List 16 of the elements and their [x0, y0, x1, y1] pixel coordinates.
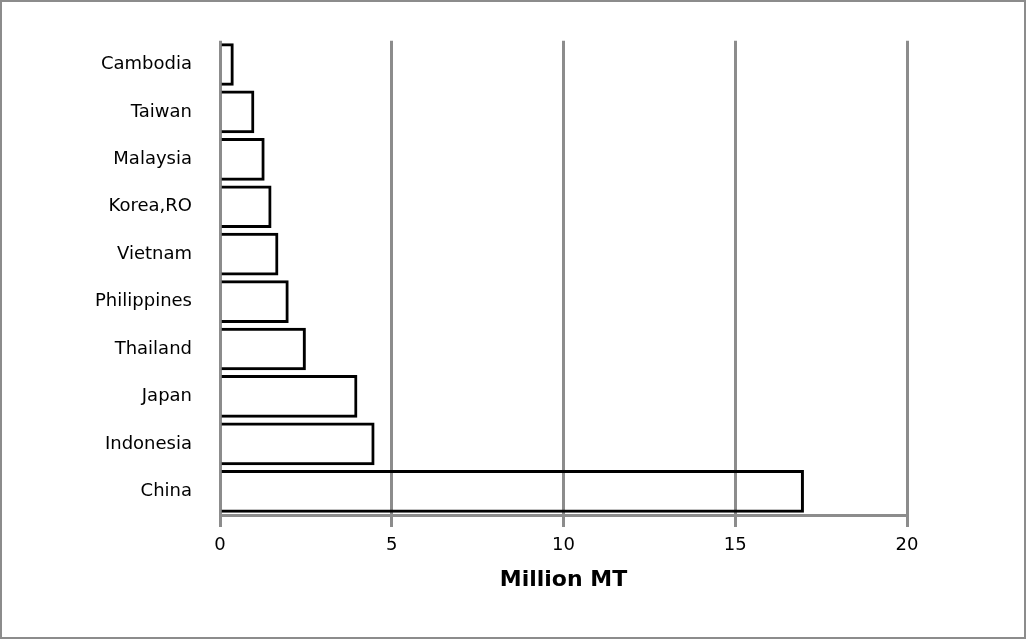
y-tick-label: Malaysia [113, 147, 192, 169]
x-tick-label: 10 [552, 533, 575, 555]
x-tick-label: 0 [214, 533, 226, 555]
y-tick-label: Korea,RO [108, 194, 192, 216]
y-tick-label: China [140, 478, 192, 500]
y-tick-label: Thailand [113, 336, 192, 358]
x-tick-label: 20 [895, 533, 919, 555]
y-tick-label: Taiwan [129, 99, 192, 121]
y-tick-label: Indonesia [104, 431, 192, 453]
y-tick-label: Japan [140, 384, 192, 406]
x-axis-title: Million MT [499, 565, 628, 591]
x-tick-label: 15 [723, 533, 747, 555]
y-tick-label: Philippines [95, 289, 192, 311]
y-tick-label: Cambodia [100, 52, 192, 74]
x-tick-label: 5 [386, 533, 398, 555]
y-tick-label: Vietnam [116, 241, 192, 263]
